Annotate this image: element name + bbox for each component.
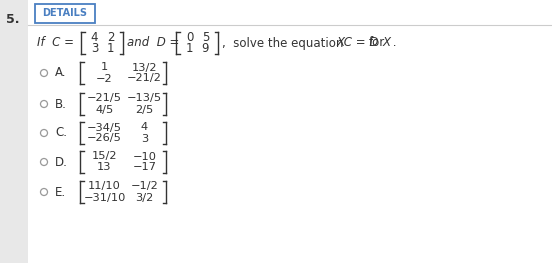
Text: 5: 5 [202, 31, 209, 44]
Text: DETAILS: DETAILS [43, 8, 88, 18]
Text: −1/2: −1/2 [131, 181, 158, 191]
Text: −31/10: −31/10 [83, 193, 126, 203]
Text: 11/10: 11/10 [88, 181, 121, 191]
Text: A.: A. [55, 67, 66, 79]
Text: 0: 0 [186, 31, 193, 44]
Text: 2/5: 2/5 [135, 104, 153, 114]
Text: 3/2: 3/2 [135, 193, 153, 203]
Text: −34/5: −34/5 [87, 123, 122, 133]
Text: 9: 9 [201, 42, 209, 55]
Text: −17: −17 [132, 163, 157, 173]
Text: D.: D. [55, 155, 68, 169]
Text: 4/5: 4/5 [95, 104, 114, 114]
Text: −21/5: −21/5 [87, 94, 122, 104]
Text: 15/2: 15/2 [92, 151, 117, 161]
Text: B.: B. [55, 98, 67, 110]
Text: 3: 3 [141, 134, 148, 144]
Text: for: for [369, 37, 385, 49]
Text: −21/2: −21/2 [127, 73, 162, 83]
Text: C.: C. [55, 127, 67, 139]
FancyBboxPatch shape [35, 4, 95, 23]
Text: ,  solve the equation: , solve the equation [222, 37, 343, 49]
Text: 1: 1 [101, 63, 108, 73]
Text: X: X [382, 37, 390, 49]
Text: XC = D: XC = D [337, 37, 379, 49]
Text: 13: 13 [97, 163, 112, 173]
Text: E.: E. [55, 185, 66, 199]
Text: 1: 1 [186, 42, 193, 55]
Text: 4: 4 [141, 123, 148, 133]
Text: −10: −10 [132, 151, 157, 161]
Text: −13/5: −13/5 [127, 94, 162, 104]
Text: If  C =: If C = [37, 37, 74, 49]
Text: 4: 4 [91, 31, 98, 44]
Text: and  D =: and D = [127, 37, 179, 49]
Text: .: . [389, 37, 396, 49]
Text: −2: −2 [96, 73, 113, 83]
Text: 3: 3 [91, 42, 98, 55]
Text: 5.: 5. [6, 13, 19, 26]
Text: 13/2: 13/2 [132, 63, 157, 73]
Text: 2: 2 [107, 31, 114, 44]
Text: 1: 1 [107, 42, 114, 55]
Text: −26/5: −26/5 [87, 134, 122, 144]
